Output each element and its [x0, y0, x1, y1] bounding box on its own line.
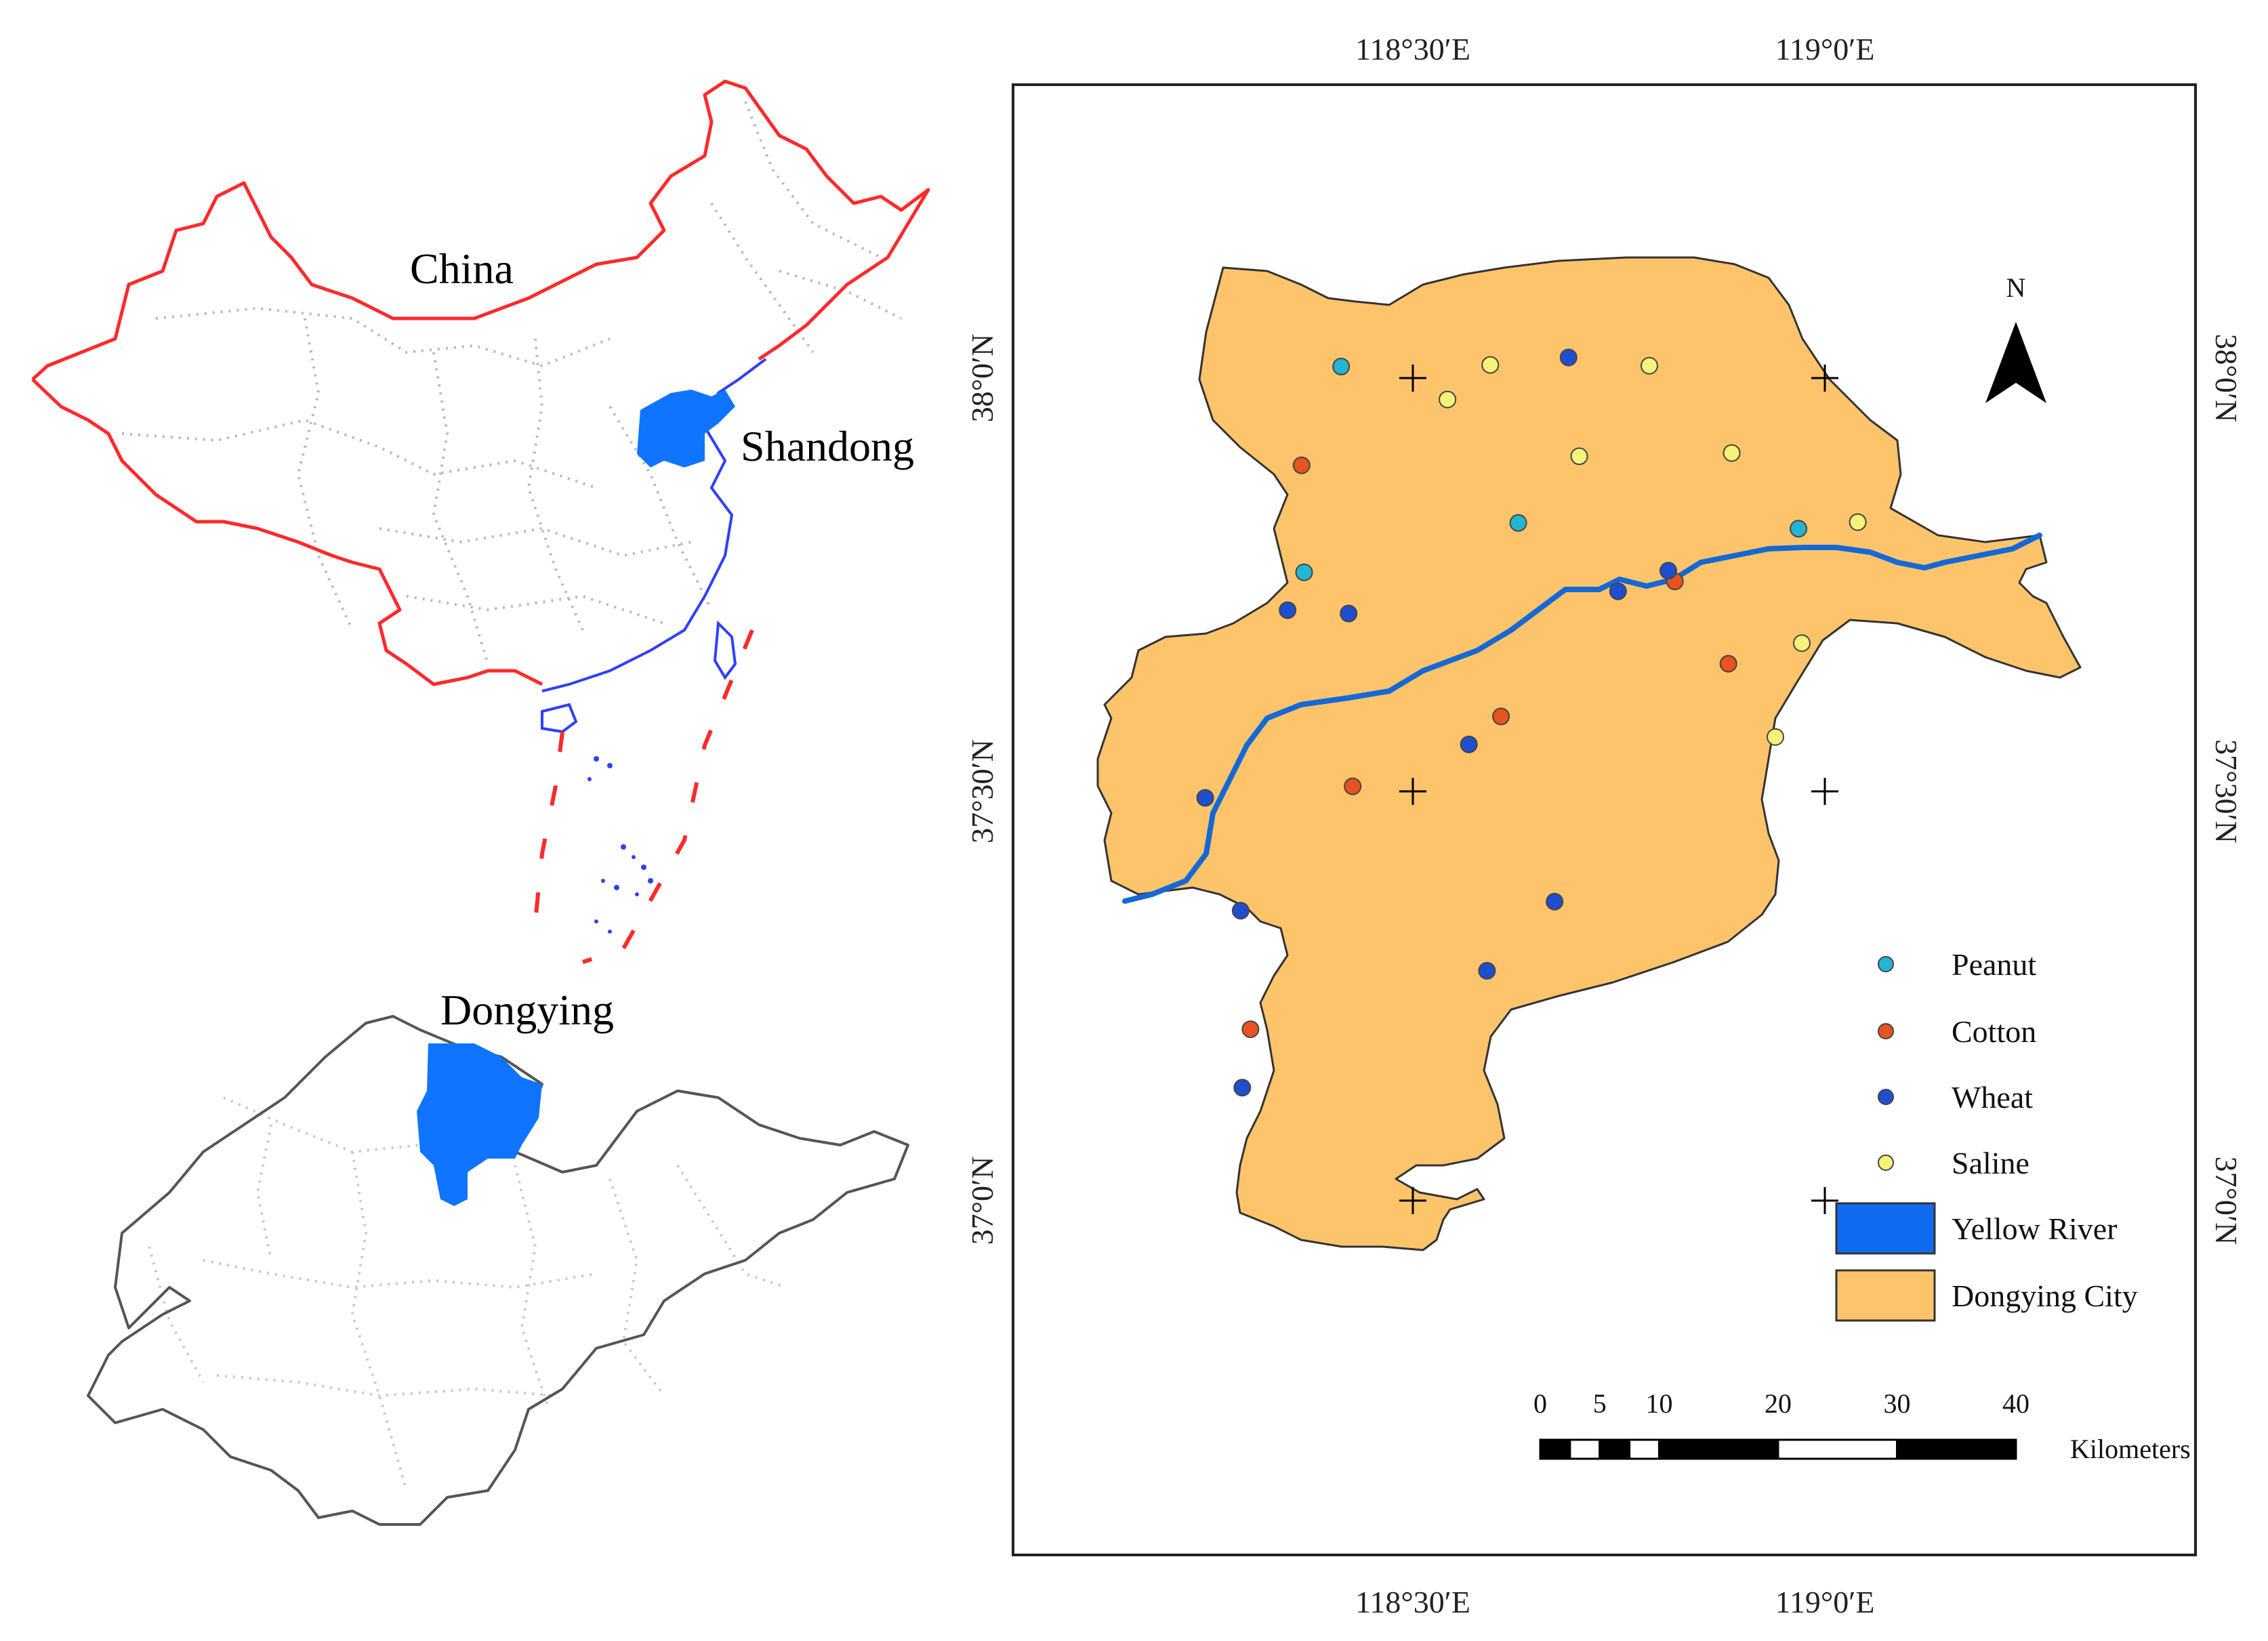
north-arrow: N: [1985, 272, 2046, 403]
sample-point-wheat-4: [1279, 601, 1297, 619]
scale-segment-6: [1777, 1438, 1898, 1460]
legend-label-peanut: Peanut: [1952, 947, 2036, 982]
sample-point-wheat-9: [1546, 892, 1564, 911]
north-arrow-icon: [1985, 322, 2016, 403]
sample-point-saline-7: [1793, 634, 1811, 652]
sample-point-saline-5: [1723, 444, 1741, 462]
yellow-river: [1122, 533, 2042, 904]
south-china-sea-islands: [587, 756, 653, 934]
graticule-crosses: [1399, 365, 1838, 1214]
north-arrow-icon-right: [2016, 322, 2046, 403]
dongying-highlight: [417, 1043, 542, 1206]
scale-tick-30: 30: [1884, 1388, 1911, 1419]
sample-point-peanut-1: [1332, 358, 1351, 375]
scale-segment-1: [1539, 1438, 1571, 1460]
sample-point-wheat-8: [1231, 902, 1250, 920]
scale-segment-2: [1569, 1438, 1601, 1460]
lon-label-top-2: 119°0′E: [1775, 32, 1875, 66]
sample-point-saline-1: [1481, 356, 1500, 374]
sample-point-saline-4: [1570, 447, 1588, 465]
sample-point-cotton-1: [1292, 456, 1311, 474]
scale-bar: Kilometers 0 5 10 20 30 40: [1533, 1388, 2191, 1464]
scale-segment-4: [1628, 1438, 1660, 1460]
taiwan-outline: [713, 620, 737, 680]
legend-swatch-city: [1835, 1269, 1936, 1322]
scale-tick-0: 0: [1533, 1388, 1547, 1419]
lat-label-left-2: 37°30′N: [965, 739, 999, 844]
lat-label-right-2: 37°30′N: [2209, 739, 2244, 844]
sample-point-cotton-4: [1492, 707, 1510, 726]
sample-point-peanut-2: [1509, 514, 1527, 532]
scale-unit-label: Kilometers: [2070, 1434, 2191, 1464]
sample-point-wheat-6: [1460, 735, 1478, 753]
sample-point-cotton-3: [1719, 655, 1737, 673]
lat-label-right-3: 37°0′N: [2209, 1157, 2244, 1245]
china-border: [31, 79, 930, 686]
sample-point-wheat-5: [1340, 604, 1358, 623]
sample-point-cotton-5: [1344, 777, 1362, 795]
sample-point-wheat-7: [1196, 789, 1214, 807]
nine-dash-line: [533, 629, 754, 964]
sample-point-wheat-3: [1659, 562, 1677, 580]
sample-point-wheat-11: [1233, 1079, 1252, 1097]
dongying-label: Dongying: [440, 986, 614, 1034]
scale-segment-3: [1599, 1438, 1631, 1460]
scale-tick-5: 5: [1593, 1388, 1607, 1419]
legend-swatch-river: [1835, 1202, 1936, 1255]
legend-label-river: Yellow River: [1952, 1211, 2118, 1246]
scale-tick-20: 20: [1765, 1388, 1792, 1419]
sample-point-saline-6: [1849, 513, 1867, 531]
legend-label-wheat: Wheat: [1952, 1080, 2033, 1115]
sample-point-saline-3: [1439, 390, 1457, 409]
scale-tick-40: 40: [2002, 1388, 2029, 1419]
scale-tick-10: 10: [1646, 1388, 1673, 1419]
scale-segment-5: [1658, 1438, 1779, 1460]
sample-point-cotton-6: [1241, 1020, 1260, 1039]
legend-label-saline: Saline: [1952, 1146, 2029, 1180]
sample-point-saline-2: [1641, 356, 1658, 375]
shandong-inset: Dongying: [87, 986, 909, 1526]
legend-swatch-peanut: [1878, 956, 1894, 972]
sample-point-peanut-4: [1790, 520, 1808, 538]
sample-point-wheat-1: [1559, 348, 1578, 367]
china-label: China: [410, 245, 514, 293]
legend-swatch-wheat: [1878, 1089, 1894, 1105]
sample-point-wheat-10: [1478, 961, 1496, 980]
lat-label-right-1: 38°0′N: [2209, 334, 2244, 423]
lat-label-left-1: 38°0′N: [965, 334, 999, 423]
legend-label-cotton: Cotton: [1952, 1014, 2036, 1049]
lat-label-left-3: 37°0′N: [965, 1157, 999, 1245]
china-inset: China Shandong: [31, 79, 930, 964]
main-map: 118°30′E 119°0′E 118°30′E 119°0′E 38°0′N…: [965, 32, 2244, 1619]
map-frame: [1012, 83, 2197, 1556]
shandong-label: Shandong: [741, 422, 914, 470]
sample-point-peanut-3: [1295, 563, 1313, 581]
dongying-city-area: [1096, 256, 2082, 1251]
shandong-internal-borders: [148, 1096, 787, 1491]
lon-label-bottom-1: 118°30′E: [1355, 1585, 1470, 1619]
north-arrow-label: N: [2006, 272, 2026, 303]
legend-swatch-saline: [1878, 1155, 1894, 1171]
china-internal-borders: [121, 101, 902, 665]
lon-label-top-1: 118°30′E: [1355, 32, 1470, 66]
legend-swatch-cotton: [1878, 1023, 1894, 1039]
legend-label-city: Dongying City: [1952, 1279, 2138, 1313]
legend: Peanut Cotton Wheat Saline Yellow River Dongy…: [1835, 947, 2138, 1322]
hainan-outline: [541, 703, 578, 734]
shandong-outline: [87, 1015, 909, 1526]
sample-point-wheat-2: [1609, 582, 1627, 600]
sample-points: [1196, 348, 1867, 1097]
lon-label-bottom-2: 119°0′E: [1775, 1585, 1875, 1619]
shandong-highlight: [637, 390, 735, 468]
sample-point-saline-8: [1767, 728, 1784, 746]
scale-segment-7: [1896, 1438, 2017, 1460]
